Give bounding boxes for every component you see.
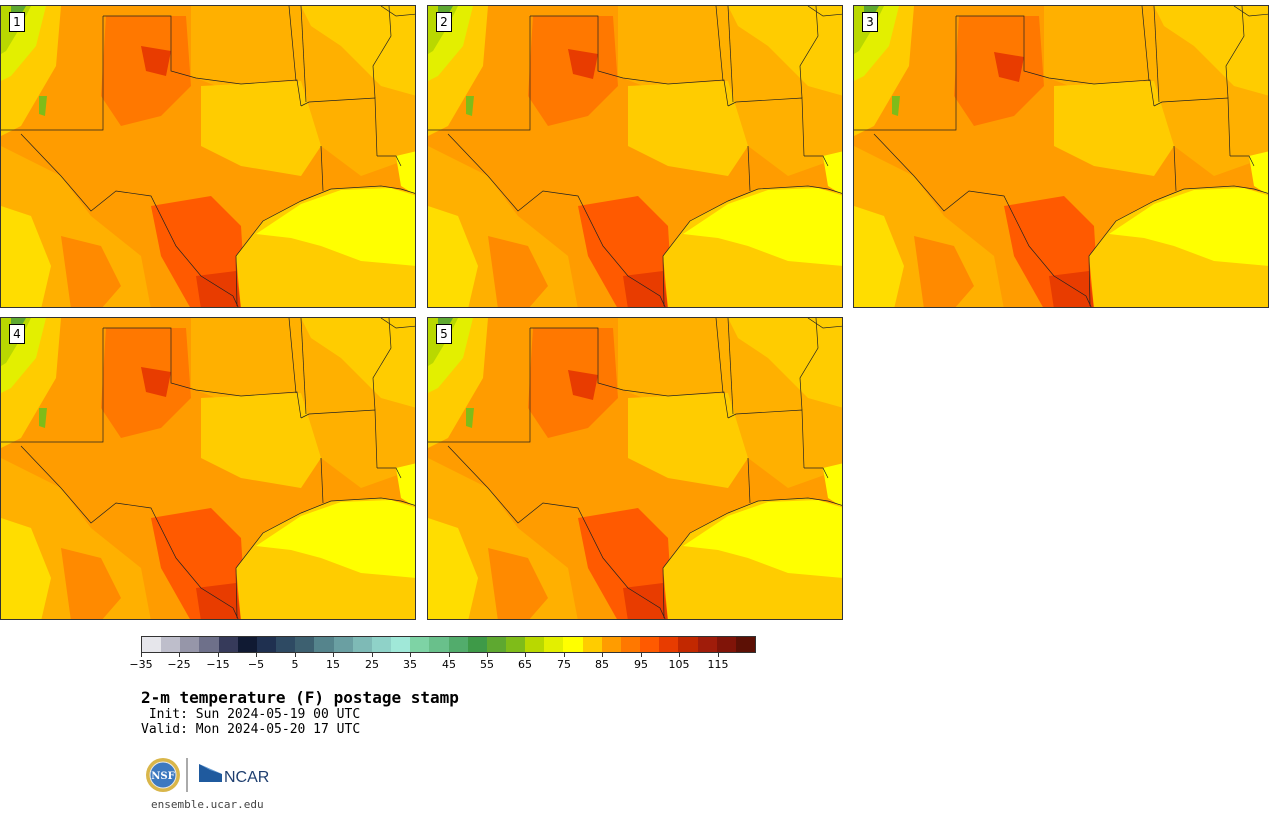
colorbar-swatch (333, 637, 353, 652)
colorbar-tick (449, 653, 450, 657)
colorbar-swatch (697, 637, 717, 652)
colorbar-swatch (735, 637, 755, 652)
colorbar-swatch (544, 637, 564, 652)
colorbar-tick-label: 85 (595, 658, 609, 671)
colorbar-swatch (295, 637, 315, 652)
colorbar-swatch (678, 637, 698, 652)
colorbar-swatch (716, 637, 736, 652)
colorbar-tick-label: 35 (403, 658, 417, 671)
panel-number: 4 (9, 324, 25, 344)
forecast-panel-2: 2 (427, 5, 843, 308)
colorbar-swatch (410, 637, 430, 652)
colorbar-tick (372, 653, 373, 657)
svg-text:NSF: NSF (151, 771, 174, 782)
colorbar-tick-label: −5 (247, 658, 265, 671)
svg-text:NCAR: NCAR (224, 769, 269, 786)
colorbar-tick-label: −15 (206, 658, 230, 671)
colorbar-swatch (505, 637, 526, 652)
colorbar-swatch (276, 637, 296, 652)
colorbar-swatch (199, 637, 219, 652)
temperature-colorbar (141, 636, 756, 653)
valid-time: Valid: Mon 2024-05-20 17 UTC (141, 722, 361, 737)
forecast-panel-1: 1 (0, 5, 416, 308)
temperature-map (428, 318, 842, 619)
temperature-map (854, 6, 1268, 307)
panel-number: 2 (436, 12, 452, 32)
nsf-logo: NSF (146, 758, 180, 792)
colorbar-swatch (467, 637, 487, 652)
colorbar-swatch (563, 637, 583, 652)
colorbar-swatch (180, 637, 200, 652)
ncar-logo: NCAR (199, 764, 269, 786)
colorbar-swatch (448, 637, 468, 652)
colorbar-tick-label: 15 (326, 658, 340, 671)
colorbar-swatch (525, 637, 545, 652)
colorbar-tick (564, 653, 565, 657)
colorbar-tick-label: 25 (365, 658, 379, 671)
forecast-panel-5: 5 (427, 317, 843, 620)
colorbar-swatch (256, 637, 277, 652)
colorbar-tick (295, 653, 296, 657)
colorbar-tick (525, 653, 526, 657)
init-time: Init: Sun 2024-05-19 00 UTC (141, 707, 361, 722)
panel-number: 5 (436, 324, 452, 344)
colorbar-tick (179, 653, 180, 657)
colorbar-tick-label: 75 (557, 658, 571, 671)
colorbar-swatch (352, 637, 372, 652)
colorbar-swatch (391, 637, 411, 652)
colorbar-tick-label: −25 (167, 658, 191, 671)
colorbar-tick-label: −35 (129, 658, 153, 671)
forecast-panel-4: 4 (0, 317, 416, 620)
colorbar-tick-label: 105 (668, 658, 690, 671)
colorbar-swatch (161, 637, 181, 652)
colorbar-swatch (659, 637, 679, 652)
colorbar-swatch (486, 637, 506, 652)
colorbar-tick-label: 45 (442, 658, 456, 671)
colorbar-tick (718, 653, 719, 657)
colorbar-tick (679, 653, 680, 657)
colorbar-swatch (620, 637, 641, 652)
logos: NSF NCAR (144, 756, 274, 794)
colorbar-swatch (582, 637, 602, 652)
colorbar-tick (333, 653, 334, 657)
colorbar-tick (641, 653, 642, 657)
colorbar-tick (487, 653, 488, 657)
colorbar-tick-label: 5 (291, 658, 299, 671)
panel-number: 1 (9, 12, 25, 32)
colorbar-swatch (237, 637, 257, 652)
temperature-map (428, 6, 842, 307)
colorbar-tick (602, 653, 603, 657)
colorbar-ticks: −35 −25 −15 −5 5 15 25 35 45 55 65 75 85 95 105 115 (129, 653, 756, 673)
colorbar-swatch (601, 637, 621, 652)
temperature-map (1, 318, 415, 619)
site-url: ensemble.ucar.edu (151, 798, 264, 811)
temperature-map (1, 6, 415, 307)
colorbar-tick (218, 653, 219, 657)
colorbar-tick (141, 653, 142, 657)
colorbar-tick-label: 65 (518, 658, 532, 671)
colorbar-tick-label: 115 (707, 658, 729, 671)
colorbar-swatch (640, 637, 660, 652)
panel-number: 3 (862, 12, 878, 32)
forecast-panel-3: 3 (853, 5, 1269, 308)
colorbar-swatch (142, 637, 162, 652)
colorbar-tick-label: 55 (480, 658, 494, 671)
colorbar-swatch (429, 637, 449, 652)
colorbar-swatch (314, 637, 334, 652)
colorbar-tick (410, 653, 411, 657)
colorbar-swatch (371, 637, 392, 652)
colorbar-tick (256, 653, 257, 657)
colorbar-swatch (218, 637, 238, 652)
figure-title: 2-m temperature (F) postage stamp (141, 688, 459, 707)
colorbar-tick-label: 95 (634, 658, 648, 671)
